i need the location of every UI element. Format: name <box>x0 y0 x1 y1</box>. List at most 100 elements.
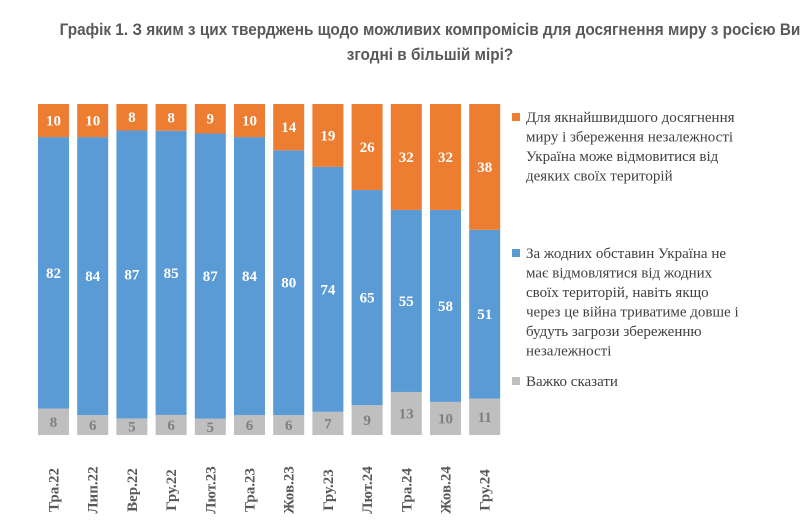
x-tick-label: Лют.23 <box>203 466 219 513</box>
legend-label: має відмовлятися від жодних <box>526 266 713 282</box>
data-label: 9 <box>363 413 371 429</box>
bar-segment-no-concessions <box>312 166 344 412</box>
legend-label: Важко сказати <box>526 374 618 390</box>
x-tick-label: Жов.24 <box>439 466 455 514</box>
bar-segment-hard-to-say <box>430 401 461 435</box>
data-label: 87 <box>124 267 140 283</box>
x-tick-label: Тра.23 <box>243 468 259 512</box>
legend-label: через це війна триватиме довше і <box>526 305 739 321</box>
data-label: 5 <box>207 420 215 436</box>
bar-segment-no-concessions <box>430 209 461 402</box>
bar-segment-hard-to-say <box>351 405 383 435</box>
x-tick-label: Тра.24 <box>399 467 415 512</box>
data-label: 6 <box>246 418 254 434</box>
data-label: 80 <box>281 276 296 292</box>
bar-segment-no-concessions <box>77 137 109 416</box>
data-label: 10 <box>242 114 257 130</box>
data-label: 11 <box>478 410 492 426</box>
x-tick-label: Тра.22 <box>47 468 63 512</box>
bar-segment-concessions <box>273 104 305 151</box>
data-label: 38 <box>477 160 492 176</box>
bar-segment-hard-to-say <box>469 398 501 435</box>
legend-swatch <box>512 249 520 257</box>
data-label: 8 <box>167 110 175 126</box>
legend-label: Україна може відмовитися від <box>526 149 719 165</box>
bar-segment-no-concessions <box>273 150 305 416</box>
x-tick-label: Гру.24 <box>478 469 494 511</box>
data-label: 84 <box>242 269 258 285</box>
bar-segment-no-concessions <box>116 130 148 419</box>
bar-segment-no-concessions <box>390 209 422 392</box>
bar-segment-concessions <box>469 104 501 230</box>
bar-segment-no-concessions <box>155 130 187 415</box>
bar-segment-hard-to-say <box>116 418 148 435</box>
legend-label: незалежності <box>526 344 611 360</box>
data-label: 51 <box>477 307 492 323</box>
bar-segment-hard-to-say <box>390 391 422 435</box>
bar-segment-hard-to-say <box>234 415 265 435</box>
data-label: 6 <box>89 418 97 434</box>
bar-segment-no-concessions <box>469 229 501 399</box>
data-label: 10 <box>46 114 61 130</box>
data-label: 5 <box>128 420 136 436</box>
bar-segment-concessions <box>351 104 383 191</box>
data-label: 9 <box>207 112 215 128</box>
legend-label: своїх територій, навіть якщо <box>526 285 709 301</box>
data-label: 10 <box>438 411 453 427</box>
bar-segment-hard-to-say <box>273 415 305 435</box>
x-tick-label: Лют.24 <box>360 466 376 514</box>
bar-segment-concessions <box>430 104 461 210</box>
bar-segment-concessions <box>116 104 148 131</box>
data-label: 6 <box>167 418 175 434</box>
data-label: 7 <box>324 416 332 432</box>
bar-segment-concessions <box>38 104 69 138</box>
data-label: 19 <box>320 128 335 144</box>
data-label: 6 <box>285 418 293 434</box>
data-label: 32 <box>399 150 414 166</box>
data-label: 87 <box>203 269 219 285</box>
data-label: 82 <box>46 266 61 282</box>
x-tick-label: Жов.23 <box>282 466 298 514</box>
x-tick-label: Лип.22 <box>86 466 102 513</box>
data-label: 26 <box>360 140 376 156</box>
data-label: 8 <box>128 110 136 126</box>
data-label: 14 <box>281 120 297 136</box>
bar-segment-concessions <box>312 104 344 167</box>
legend-swatch <box>512 113 520 121</box>
data-label: 32 <box>438 150 453 166</box>
x-tick-label: Гру.23 <box>321 469 337 511</box>
bar-segment-no-concessions <box>234 137 265 416</box>
x-tick-label: Вер.22 <box>125 468 141 512</box>
legend-label: деяких своїх територій <box>526 169 673 185</box>
legend-swatch <box>512 377 520 385</box>
x-tick-label: Гру.22 <box>164 469 180 511</box>
data-label: 85 <box>164 266 179 282</box>
data-label: 55 <box>399 294 414 310</box>
bar-segment-no-concessions <box>38 137 69 409</box>
legend-label: миру і збереження незалежності <box>526 130 733 146</box>
data-label: 8 <box>50 415 58 431</box>
legend-label: будуть загрози збереженню <box>526 324 702 340</box>
bar-segment-hard-to-say <box>312 411 344 435</box>
bar-segment-concessions <box>77 104 109 138</box>
bar-segment-hard-to-say <box>194 418 226 435</box>
data-label: 58 <box>438 299 453 315</box>
data-label: 10 <box>85 114 100 130</box>
bar-segment-concessions <box>234 104 265 138</box>
data-label: 74 <box>320 282 336 298</box>
data-label: 65 <box>360 291 375 307</box>
bar-segment-hard-to-say <box>38 408 69 435</box>
data-label: 13 <box>399 406 414 422</box>
bar-segment-concessions <box>155 104 187 131</box>
bar-segment-concessions <box>390 104 422 210</box>
data-label: 84 <box>85 269 101 285</box>
bar-segment-no-concessions <box>194 133 226 419</box>
chart-title: Графік 1. З яким з цих тверджень щодо мо… <box>59 21 801 64</box>
bar-segment-no-concessions <box>351 190 383 406</box>
bar-segment-hard-to-say <box>77 415 109 435</box>
bar-segment-hard-to-say <box>155 414 187 435</box>
legend-label: Для якнайшвидшого досягнення <box>526 110 735 126</box>
bar-segment-concessions <box>194 104 226 134</box>
legend-label: За жодних обставин Україна не <box>526 246 726 262</box>
